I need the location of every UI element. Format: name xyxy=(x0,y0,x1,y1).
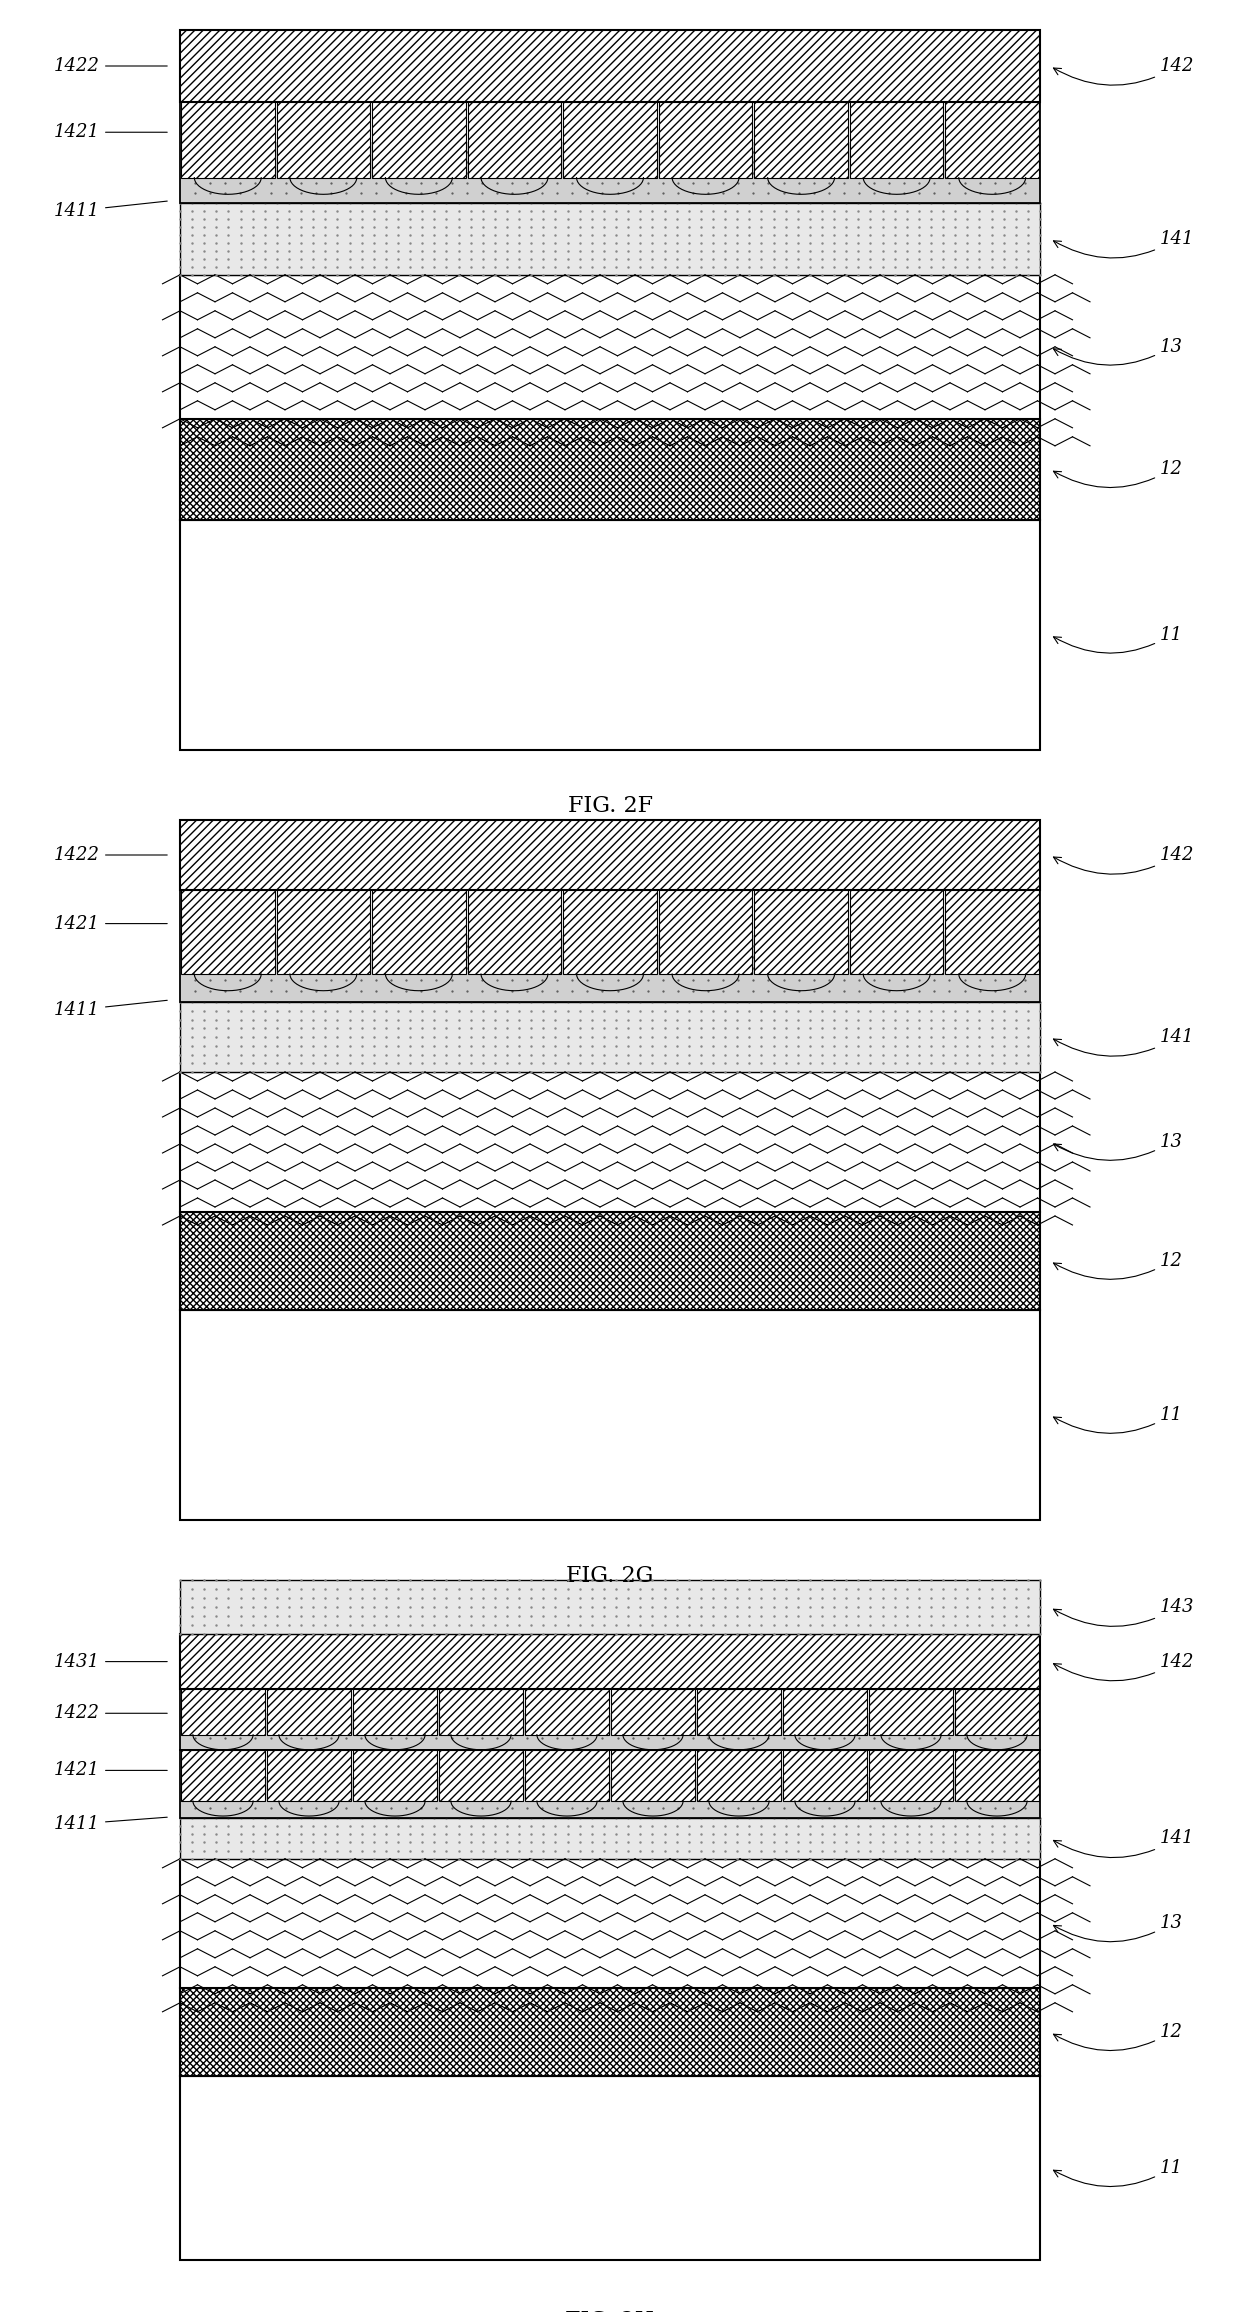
Bar xyxy=(754,890,848,973)
Bar xyxy=(563,890,657,973)
Text: 1411: 1411 xyxy=(55,1815,167,1833)
Bar xyxy=(180,1211,1040,1311)
Bar xyxy=(180,1001,1040,1073)
Bar xyxy=(277,890,370,973)
Text: 11: 11 xyxy=(1054,627,1183,654)
Text: FIG. 2G: FIG. 2G xyxy=(567,1565,653,1586)
Bar xyxy=(697,1688,781,1734)
Bar xyxy=(180,30,1040,102)
Text: 1411: 1411 xyxy=(55,1001,167,1020)
Text: 1421: 1421 xyxy=(55,916,167,932)
Text: 142: 142 xyxy=(1054,58,1194,86)
Bar xyxy=(180,1817,1040,1859)
Text: 12: 12 xyxy=(1054,460,1183,488)
Bar xyxy=(180,1859,1040,1988)
Bar xyxy=(955,1688,1039,1734)
Bar xyxy=(563,102,657,178)
Text: 143: 143 xyxy=(1054,1598,1194,1625)
Bar xyxy=(372,102,466,178)
Bar xyxy=(180,1579,1040,1635)
Bar xyxy=(353,1750,436,1801)
Bar xyxy=(180,1073,1040,1211)
Text: 13: 13 xyxy=(1054,1914,1183,1942)
Text: 1431: 1431 xyxy=(55,1653,167,1672)
Text: 12: 12 xyxy=(1054,2023,1183,2051)
Bar xyxy=(353,1688,436,1734)
Bar xyxy=(180,1750,1040,1817)
Bar xyxy=(467,102,562,178)
Bar xyxy=(658,102,753,178)
Bar xyxy=(180,520,1040,749)
Text: 1421: 1421 xyxy=(55,1762,167,1780)
Bar xyxy=(439,1688,523,1734)
Text: 142: 142 xyxy=(1054,1653,1194,1681)
Bar xyxy=(181,1750,265,1801)
Bar xyxy=(945,890,1039,973)
Bar xyxy=(180,1635,1040,1688)
Bar xyxy=(180,1713,1040,1750)
Text: 1411: 1411 xyxy=(55,201,167,220)
Text: 11: 11 xyxy=(1054,2159,1183,2187)
Bar xyxy=(945,102,1039,178)
Bar xyxy=(611,1688,694,1734)
Bar xyxy=(439,1750,523,1801)
Bar xyxy=(180,102,1040,203)
Text: 11: 11 xyxy=(1054,1406,1183,1433)
Bar xyxy=(180,418,1040,520)
Bar xyxy=(277,102,370,178)
Bar xyxy=(180,1778,1040,1817)
Bar xyxy=(180,890,1040,1001)
Bar xyxy=(849,102,944,178)
Bar xyxy=(525,1750,609,1801)
Text: 1422: 1422 xyxy=(55,1704,167,1722)
Bar xyxy=(180,821,1040,890)
Bar xyxy=(611,1750,694,1801)
Bar xyxy=(181,102,274,178)
Text: 141: 141 xyxy=(1054,229,1194,259)
Text: 141: 141 xyxy=(1054,1029,1194,1057)
Bar xyxy=(849,890,944,973)
Bar xyxy=(782,1750,867,1801)
Bar xyxy=(525,1688,609,1734)
Text: 141: 141 xyxy=(1054,1829,1194,1857)
Bar xyxy=(181,1688,265,1734)
Bar xyxy=(180,2076,1040,2261)
Text: 12: 12 xyxy=(1054,1253,1183,1279)
Bar xyxy=(372,890,466,973)
Bar xyxy=(267,1688,351,1734)
Bar xyxy=(180,934,1040,1001)
Bar xyxy=(869,1750,954,1801)
Bar xyxy=(180,203,1040,275)
Bar xyxy=(955,1750,1039,1801)
Bar xyxy=(180,1311,1040,1519)
Bar xyxy=(180,1988,1040,2076)
Text: 1422: 1422 xyxy=(55,846,167,865)
Bar xyxy=(467,890,562,973)
Text: 13: 13 xyxy=(1054,1133,1183,1161)
Bar xyxy=(697,1750,781,1801)
Bar xyxy=(782,1688,867,1734)
Bar xyxy=(180,275,1040,418)
Text: FIG. 2F: FIG. 2F xyxy=(568,795,652,816)
Bar xyxy=(181,890,274,973)
Text: 13: 13 xyxy=(1054,338,1183,365)
Text: 1422: 1422 xyxy=(55,58,167,74)
Bar xyxy=(869,1688,954,1734)
Bar xyxy=(267,1750,351,1801)
Text: 1421: 1421 xyxy=(55,123,167,141)
Bar xyxy=(180,1688,1040,1750)
Bar xyxy=(754,102,848,178)
Text: 142: 142 xyxy=(1054,846,1194,874)
Bar xyxy=(658,890,753,973)
Bar xyxy=(180,143,1040,203)
